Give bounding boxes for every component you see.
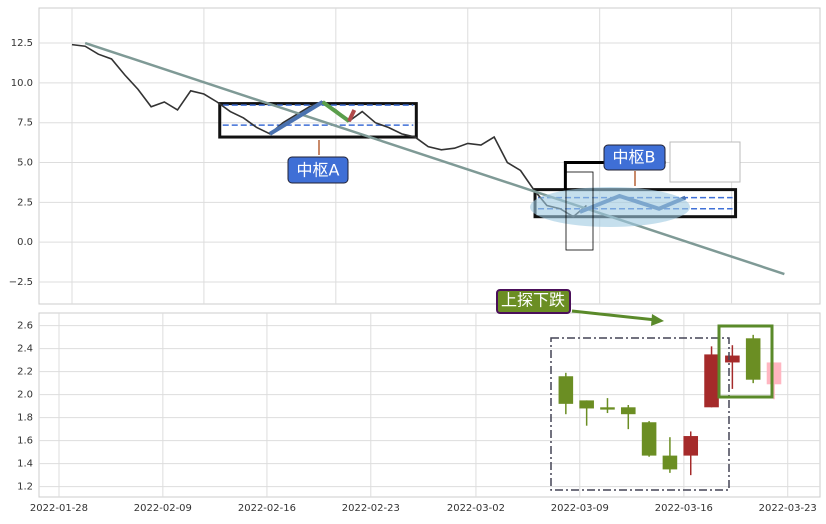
arrow (571, 309, 657, 322)
highlight-box (717, 324, 774, 399)
candle-body (725, 355, 740, 363)
x-tick-label: 2022-02-16 (238, 503, 296, 514)
highlight (530, 187, 690, 227)
y-tick-label: 1.4 (17, 459, 33, 470)
y-tick-label: 12.5 (11, 38, 33, 49)
y-tick-label: 2.0 (17, 390, 33, 401)
y-tick-label: 5.0 (17, 158, 33, 169)
y-tick-label: 0.0 (17, 237, 33, 248)
x-tick-label: 2022-02-23 (342, 503, 400, 514)
zone-label: 中枢B (613, 148, 656, 167)
zone-label: 中枢A (297, 161, 340, 180)
y-tick-label: 2.6 (17, 321, 33, 332)
y-tick-label: −2.5 (9, 277, 33, 288)
candle-body (745, 338, 761, 380)
candle-body (641, 422, 657, 456)
range-box (550, 337, 730, 491)
y-tick-label: 2.4 (17, 344, 33, 355)
bottom-frame (38, 312, 821, 498)
annotation-box (496, 289, 571, 314)
thumbnail (669, 141, 741, 183)
label-box (287, 156, 349, 184)
x-tick-label: 2022-03-23 (759, 503, 817, 514)
y-tick-label: 1.8 (17, 413, 33, 424)
x-tick-label: 2022-03-16 (655, 503, 713, 514)
y-tick-label: 7.5 (17, 118, 33, 129)
x-tick-label: 2022-01-28 (30, 503, 88, 514)
candle-body (704, 354, 719, 408)
line (321, 100, 351, 123)
candle-body (558, 376, 574, 404)
line (84, 41, 785, 276)
x-tick-label: 2022-03-09 (551, 503, 609, 514)
y-tick-label: 1.6 (17, 436, 33, 447)
candle-body (600, 407, 615, 410)
candle-body (621, 407, 636, 415)
x-tick-label: 2022-03-02 (447, 503, 505, 514)
arrow-head (651, 314, 664, 326)
line (347, 109, 357, 122)
y-tick-label: 2.5 (17, 197, 33, 208)
candle-body (683, 436, 699, 456)
line (268, 100, 324, 136)
label-box (603, 144, 666, 171)
candle-body (579, 400, 594, 409)
candle-body (662, 455, 678, 470)
y-tick-label: 10.0 (11, 78, 33, 89)
candle-body (766, 362, 782, 385)
small-box (565, 171, 594, 251)
x-tick-label: 2022-02-09 (134, 503, 192, 514)
annotation: 上探下跌 (501, 291, 565, 310)
y-tick-label: 1.2 (17, 482, 33, 493)
y-tick-label: 2.2 (17, 367, 33, 378)
